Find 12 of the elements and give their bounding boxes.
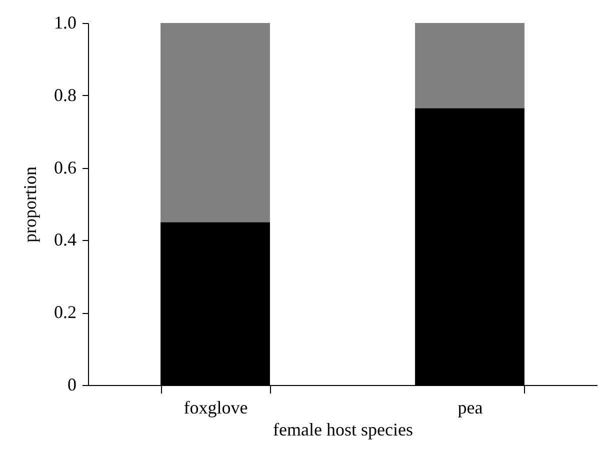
x-tick-label: foxglove [184,398,248,418]
y-tick-label: 0.8 [54,84,76,105]
y-tick-label: 0 [68,374,76,394]
bar [415,23,524,108]
y-tick-label: 0.2 [54,302,76,322]
y-tick-label: 0.4 [54,230,76,250]
y-tick-label: 0.6 [54,157,76,178]
y-tick-label: 1.0 [54,12,76,32]
bar [160,23,270,222]
y-axis-title: proportion [20,166,40,242]
x-tick-label: pea [458,398,483,418]
x-axis-title: female host species [273,420,413,440]
